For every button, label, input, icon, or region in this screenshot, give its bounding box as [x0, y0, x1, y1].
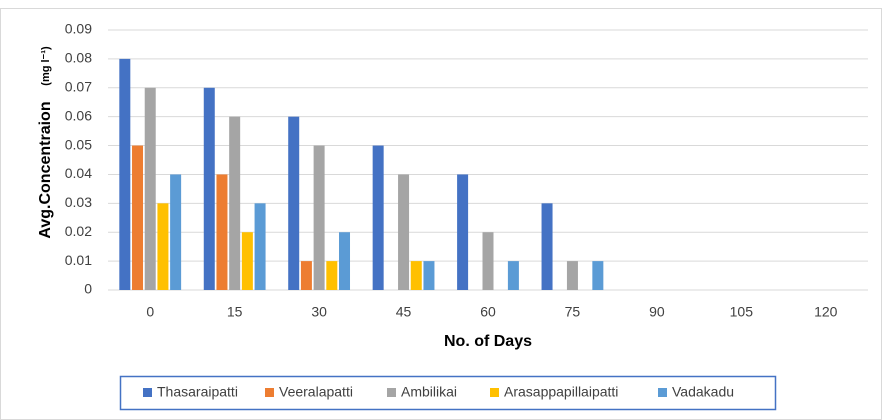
- bar: [326, 261, 338, 290]
- x-tick-label: 0: [146, 304, 154, 320]
- bar: [119, 58, 131, 291]
- y-tick-label: 0.08: [65, 50, 92, 66]
- legend-swatch: [658, 388, 667, 397]
- bar: [592, 261, 604, 290]
- bar: [170, 174, 182, 290]
- bar: [566, 261, 578, 290]
- x-tick-label: 105: [730, 304, 754, 320]
- legend-label: Arasappapillaipatti: [504, 384, 618, 400]
- bar: [132, 145, 144, 290]
- legend-label: Thasaraipatti: [157, 384, 238, 400]
- bar: [203, 87, 215, 291]
- x-tick-label: 120: [814, 304, 838, 320]
- legend-label: Veeralapatti: [279, 384, 353, 400]
- bar: [398, 174, 410, 290]
- legend-swatch: [143, 388, 152, 397]
- x-tick-label: 45: [396, 304, 412, 320]
- bar: [423, 261, 435, 290]
- x-axis-label: No. of Days: [444, 333, 532, 350]
- y-axis-label-group: Avg.Concentraion (mg l⁻¹): [37, 46, 54, 239]
- bar: [457, 174, 469, 290]
- legend-box: [119, 375, 777, 411]
- legend-label: Ambilikai: [401, 384, 457, 400]
- bar: [300, 261, 312, 290]
- x-tick-label: 90: [649, 304, 665, 320]
- y-tick-label: 0.06: [65, 107, 92, 123]
- bar: [216, 174, 228, 290]
- y-axis-unit: (mg l⁻¹): [40, 46, 52, 86]
- bar: [313, 145, 325, 290]
- legend-label: Vadakadu: [672, 384, 734, 400]
- bar: [288, 116, 300, 291]
- bar: [157, 203, 169, 290]
- y-tick-label: 0.02: [65, 223, 92, 239]
- y-tick-label: 0.04: [65, 165, 92, 181]
- x-tick-label: 15: [227, 304, 243, 320]
- bar: [339, 232, 351, 290]
- y-tick-label: 0.05: [65, 136, 92, 152]
- legend-swatch: [387, 388, 396, 397]
- y-tick-label: 0.09: [65, 21, 92, 37]
- bar: [144, 87, 156, 291]
- legend-swatch: [265, 388, 274, 397]
- y-tick-label: 0.01: [65, 252, 92, 268]
- bar: [254, 203, 266, 290]
- bar: [410, 261, 422, 290]
- y-tick-label: 0.03: [65, 194, 92, 210]
- y-tick-label: 0.07: [65, 78, 92, 94]
- y-axis-label: Avg.Concentraion: [37, 101, 54, 238]
- bar: [372, 145, 384, 290]
- bar: [241, 232, 253, 290]
- bar: [229, 116, 241, 291]
- x-tick-label: 60: [480, 304, 496, 320]
- y-tick-label: 0: [84, 281, 92, 297]
- bar: [507, 261, 519, 290]
- x-tick-label: 75: [565, 304, 581, 320]
- bar: [541, 203, 553, 290]
- legend-swatch: [490, 388, 499, 397]
- bar: [482, 232, 494, 290]
- x-tick-label: 30: [311, 304, 327, 320]
